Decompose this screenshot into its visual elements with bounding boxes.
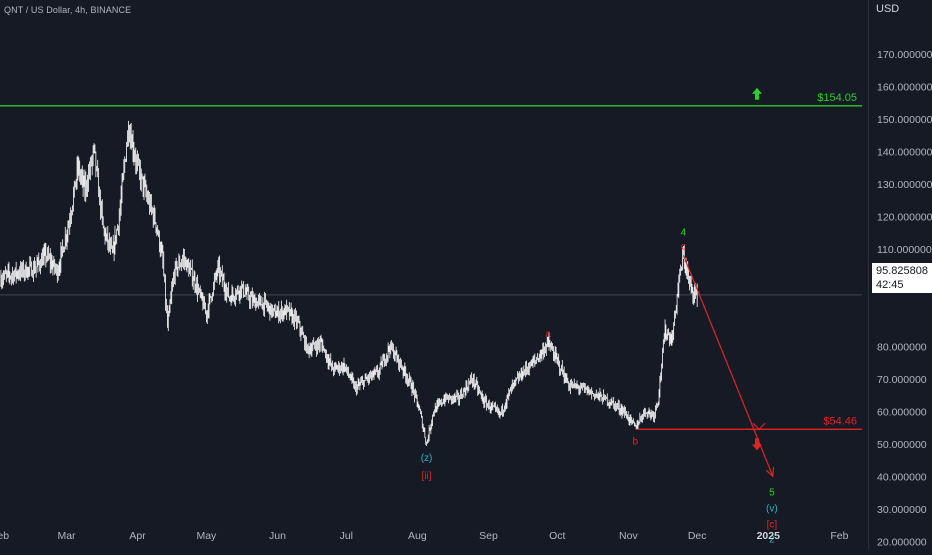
y-tick-label: 160.000000: [877, 81, 932, 93]
y-axis-group: 170.000000 160.000000 150.000000 140.000000…: [877, 49, 932, 548]
down-arrow-icon: [752, 438, 762, 451]
current-price-badge: 95.825808 42:45: [871, 262, 932, 294]
wave-label: 4: [681, 227, 687, 238]
y-tick-label: 140.000000: [877, 146, 932, 158]
y-tick-label: 170.000000: [877, 49, 932, 61]
x-axis-group: Feb Mar Apr May Jun Jul Aug Sep Oct Nov Dec 2025 Feb: [0, 530, 849, 542]
y-tick-label: 40.000000: [877, 471, 927, 483]
chart-title: QNT / US Dollar, 4h, BINANCE: [4, 5, 132, 15]
axis-divider: [868, 0, 869, 550]
x-tick-label: Mar: [57, 530, 76, 542]
level-price-label: $154.05: [817, 92, 857, 104]
y-tick-label: 60.000000: [877, 406, 927, 418]
currency-label[interactable]: USD: [876, 3, 900, 15]
levels-group: $154.05 $54.46: [0, 87, 862, 451]
candles-group: [0, 120, 698, 446]
wave-label: a: [545, 329, 551, 340]
y-tick-label: 30.000000: [877, 504, 927, 516]
x-tick-label: 2025: [757, 530, 781, 542]
wave-label: 5: [769, 487, 775, 498]
x-tick-label: Feb: [0, 530, 9, 542]
y-tick-label: 120.000000: [877, 211, 932, 223]
level-price-label: $54.46: [823, 415, 857, 427]
y-tick-label: 130.000000: [877, 179, 932, 191]
wave-label: [ii]: [422, 471, 432, 482]
wave-label: [c]: [767, 519, 778, 530]
x-tick-label: Feb: [830, 530, 848, 542]
up-arrow-icon: [752, 87, 762, 100]
crossing-chevron: [752, 422, 766, 431]
x-tick-label: Apr: [129, 530, 146, 542]
projection-line: [682, 255, 774, 477]
x-tick-label: Jun: [269, 530, 286, 542]
x-tick-label: Sep: [479, 530, 498, 542]
wave-labels-group: 4 c a b (z) [ii] 5 (v) [c] 2: [421, 227, 778, 545]
y-tick-label: 80.000000: [877, 341, 927, 353]
wave-label: 2: [769, 534, 775, 545]
wave-label: (z): [421, 453, 433, 464]
candle-countdown: 42:45: [876, 279, 904, 291]
y-tick-label: 150.000000: [877, 114, 932, 126]
projection-arrowhead: [765, 467, 775, 478]
x-tick-label: May: [196, 530, 217, 542]
x-tick-label: Oct: [549, 530, 565, 542]
current-price-value: 95.825808: [876, 265, 928, 277]
y-tick-label: 70.000000: [877, 374, 927, 386]
x-tick-label: Nov: [619, 530, 638, 542]
y-tick-label: 50.000000: [877, 439, 927, 451]
wave-label: b: [632, 437, 638, 448]
x-tick-label: Jul: [340, 530, 353, 542]
y-tick-label: 110.000000: [877, 244, 932, 256]
wave-label: (v): [766, 503, 778, 514]
y-tick-label: 20.000000: [877, 536, 927, 548]
x-tick-label: Dec: [688, 530, 707, 542]
wave-label: c: [681, 241, 686, 252]
x-tick-label: Aug: [408, 530, 427, 542]
projection-group: [682, 255, 775, 478]
